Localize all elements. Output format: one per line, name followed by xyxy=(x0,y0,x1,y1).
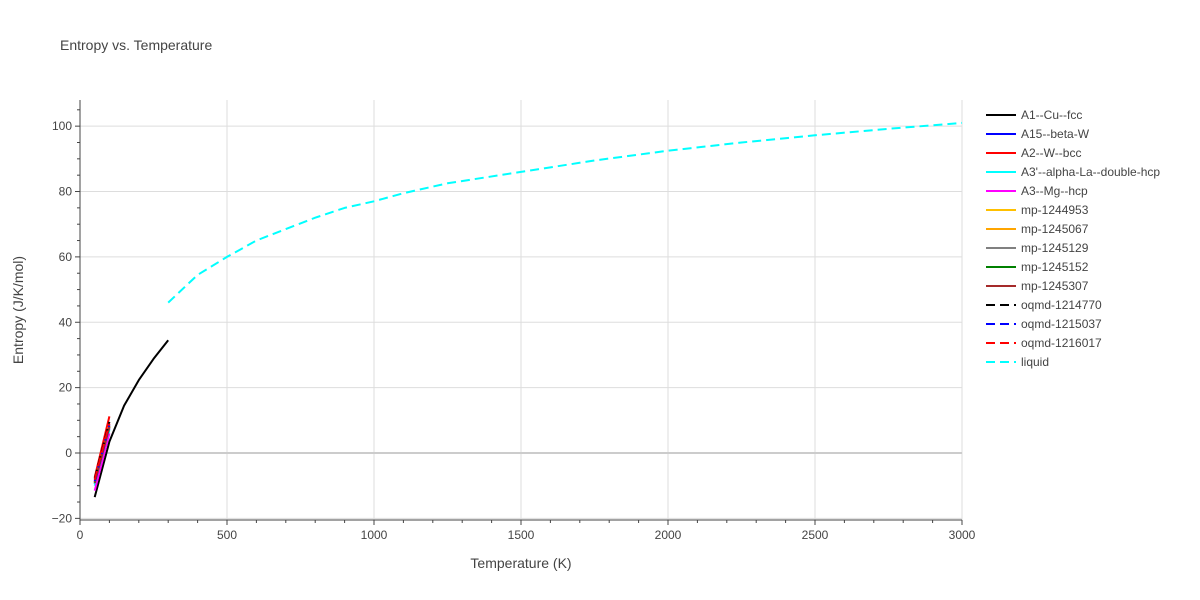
x-tick-label: 1000 xyxy=(361,528,388,542)
legend-label: oqmd-1214770 xyxy=(1021,298,1102,312)
y-tick-label: 40 xyxy=(59,315,73,329)
series-line-liquid xyxy=(167,121,963,304)
y-tick-label: 80 xyxy=(59,185,73,199)
legend-label: A3'--alpha-La--double-hcp xyxy=(1021,165,1160,179)
legend-label: liquid xyxy=(1021,355,1049,369)
legend-item-mp-1245307[interactable]: mp-1245307 xyxy=(986,279,1089,293)
legend-label: mp-1245129 xyxy=(1021,241,1089,255)
x-tick-label: 2500 xyxy=(802,528,829,542)
legend-item-a3-alpha-la-double-hcp[interactable]: A3'--alpha-La--double-hcp xyxy=(986,165,1160,179)
legend-item-mp-1245152[interactable]: mp-1245152 xyxy=(986,260,1089,274)
chart-title: Entropy vs. Temperature xyxy=(60,37,212,53)
series-line-a1-cu-fcc xyxy=(93,339,169,498)
legend-label: A2--W--bcc xyxy=(1021,146,1081,160)
legend-label: mp-1244953 xyxy=(1021,203,1089,217)
legend-label: mp-1245307 xyxy=(1021,279,1089,293)
legend-label: mp-1245152 xyxy=(1021,260,1089,274)
y-axis-title: Entropy (J/K/mol) xyxy=(10,256,26,364)
legend-item-oqmd-1214770[interactable]: oqmd-1214770 xyxy=(986,298,1102,312)
y-tick-label: 0 xyxy=(65,446,72,460)
x-tick-label: 3000 xyxy=(949,528,976,542)
legend-label: oqmd-1216017 xyxy=(1021,336,1102,350)
legend[interactable]: A1--Cu--fcc A15--beta-W A2--W--bcc A3'--alp… xyxy=(986,108,1160,369)
plot-area xyxy=(93,121,963,498)
legend-item-oqmd-1216017[interactable]: oqmd-1216017 xyxy=(986,336,1102,350)
axes: 0 500 1000 1500 2000 2500 3000 −20 0 20 40 60 80 100 xyxy=(52,100,976,542)
legend-label: A3--Mg--hcp xyxy=(1021,184,1088,198)
legend-item-a15-beta-w[interactable]: A15--beta-W xyxy=(986,127,1090,141)
x-tick-label: 2000 xyxy=(655,528,682,542)
y-tick-label: 100 xyxy=(52,119,72,133)
legend-item-mp-1245129[interactable]: mp-1245129 xyxy=(986,241,1089,255)
y-tick-label: 60 xyxy=(59,250,73,264)
grid xyxy=(80,100,963,520)
series-line-oqmd-1216017 xyxy=(93,423,111,481)
y-tick-label: 20 xyxy=(59,381,73,395)
series-line-a3-mg-hcp xyxy=(93,433,111,491)
legend-item-mp-1245067[interactable]: mp-1245067 xyxy=(986,222,1089,236)
legend-item-a2-w-bcc[interactable]: A2--W--bcc xyxy=(986,146,1081,160)
legend-item-a1-cu-fcc[interactable]: A1--Cu--fcc xyxy=(986,108,1082,122)
legend-item-oqmd-1215037[interactable]: oqmd-1215037 xyxy=(986,317,1102,331)
x-tick-label: 500 xyxy=(217,528,237,542)
x-tick-label: 0 xyxy=(77,528,84,542)
x-tick-label: 1500 xyxy=(508,528,535,542)
x-axis-title: Temperature (K) xyxy=(470,555,571,571)
legend-label: oqmd-1215037 xyxy=(1021,317,1102,331)
legend-item-mp-1244953[interactable]: mp-1244953 xyxy=(986,203,1089,217)
legend-item-liquid[interactable]: liquid xyxy=(986,355,1049,369)
legend-label: A15--beta-W xyxy=(1021,127,1090,141)
legend-label: mp-1245067 xyxy=(1021,222,1089,236)
legend-label: A1--Cu--fcc xyxy=(1021,108,1082,122)
legend-item-a3-mg-hcp[interactable]: A3--Mg--hcp xyxy=(986,184,1088,198)
y-tick-label: −20 xyxy=(52,511,73,525)
